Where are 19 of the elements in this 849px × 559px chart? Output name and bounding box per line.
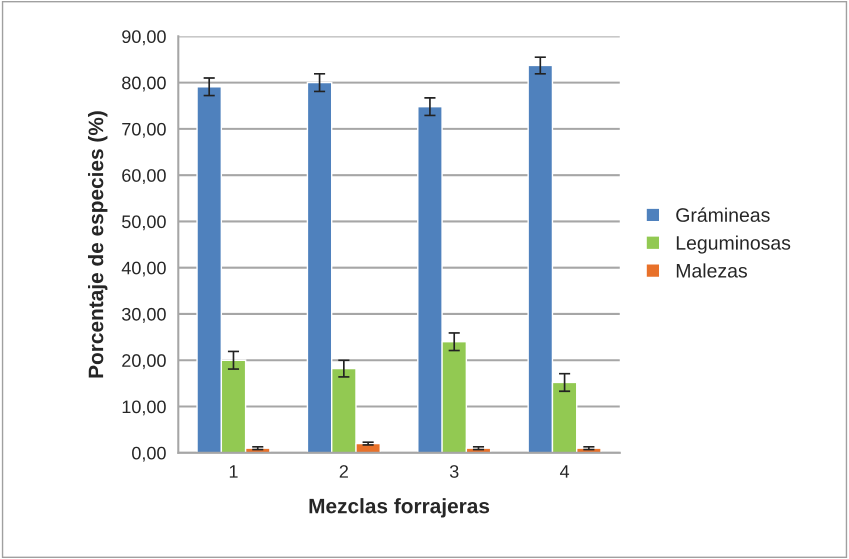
y-tick-label: 90,00 [122,30,166,46]
x-tick-label: 3 [450,465,458,478]
x-tick-label: 4 [560,465,570,478]
y-axis-title: Porcentaje de especies (%) [88,111,108,378]
x-tick-label: 1 [230,465,238,478]
y-tick-label: 50,00 [122,215,166,230]
y-tick-label: 30,00 [122,308,166,323]
legend-label: Leguminosas [676,236,790,254]
x-tick-label: 2 [340,465,348,478]
y-tick-label: 70,00 [122,122,166,138]
y-tick-label: 10,00 [122,400,166,416]
y-tick-label: 20,00 [122,354,166,370]
y-tick-label: 60,00 [122,169,166,184]
y-tick-label: 0,00 [132,446,166,462]
y-tick-label: 40,00 [122,262,166,277]
y-tick-label: 80,00 [122,76,166,92]
legend-label: Grámineas [676,207,770,222]
x-axis-title: Mezclas forrajeras [310,498,490,518]
legend-label: Malezas [676,263,747,278]
